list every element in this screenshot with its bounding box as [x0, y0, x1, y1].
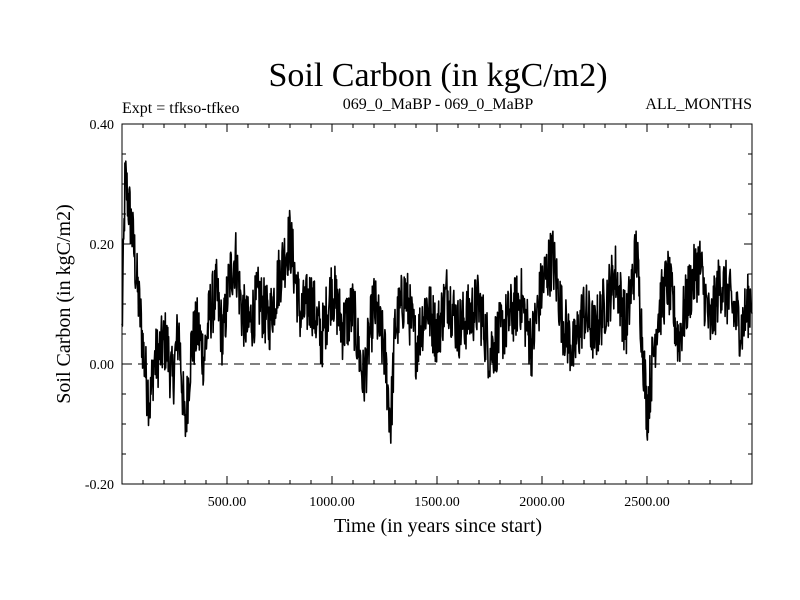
y-tick-label: -0.20 [85, 478, 114, 493]
x-tick-label: 2000.00 [519, 495, 565, 510]
y-axis-label: Soil Carbon (in kgC/m2) [53, 204, 75, 403]
y-tick-label: 0.20 [90, 238, 115, 253]
x-tick-label: 1000.00 [309, 495, 355, 510]
y-tick-label: 0.40 [90, 118, 115, 133]
x-tick-label: 1500.00 [414, 495, 460, 510]
y-tick-label: 0.00 [90, 358, 115, 373]
x-axis-label: Time (in years since start) [334, 515, 542, 537]
plot-frame [121, 123, 753, 485]
plot-area: 500.00 1000.00 1500.00 2000.00 2500.00 -0.20 0… [85, 118, 753, 510]
subtitle-period: 069_0_MaBP - 069_0_MaBP [343, 96, 534, 113]
chart-title: Soil Carbon (in kgC/m2) [268, 57, 607, 94]
soil-carbon-series-line [121, 160, 753, 444]
x-tick-label: 500.00 [208, 495, 247, 510]
subtitle-experiment: Expt = tfkso-tfkeo [122, 100, 239, 117]
subtitle-months: ALL_MONTHS [645, 96, 752, 113]
x-tick-label: 2500.00 [624, 495, 670, 510]
